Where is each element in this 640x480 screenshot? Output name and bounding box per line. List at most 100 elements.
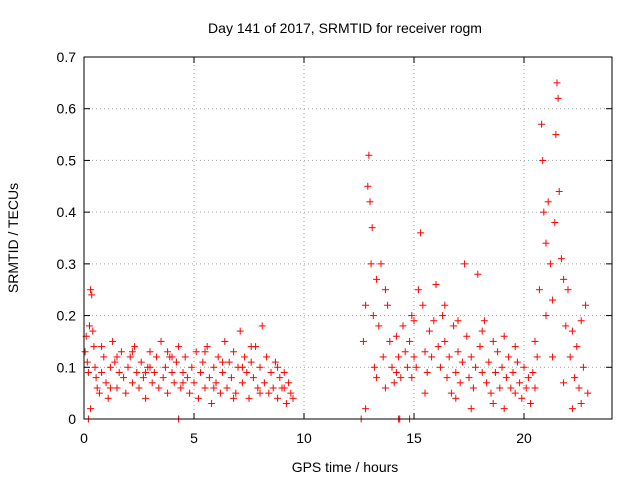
data-point [520,363,528,371]
data-point [84,368,92,376]
data-point [381,286,389,294]
data-point [271,358,279,366]
data-point [106,363,114,371]
data-point [562,322,570,330]
data-point [375,322,383,330]
data-point [425,327,433,335]
data-point [401,348,409,356]
data-point [256,389,264,397]
data-point [454,317,462,325]
data-point [527,399,535,407]
grid-lines [84,57,612,419]
data-point [366,198,374,206]
data-point [238,363,246,371]
data-point [109,337,117,345]
data-point [406,337,414,345]
data-point [491,368,499,376]
data-point [539,156,547,164]
data-point [267,368,275,376]
data-point [280,384,288,392]
y-tick-label: 0.1 [57,359,77,375]
data-point [87,286,95,294]
data-point [533,353,541,361]
data-point [388,363,396,371]
data-point [489,399,497,407]
data-point [408,312,416,320]
data-point [223,384,231,392]
data-point [555,187,563,195]
data-point [500,332,508,340]
data-point [247,358,255,366]
data-point [192,348,200,356]
data-point [155,384,163,392]
data-point [188,363,196,371]
data-point [168,353,176,361]
data-point [511,343,519,351]
data-point [126,353,134,361]
data-point [529,368,537,376]
data-point [90,343,98,351]
data-point [417,229,425,237]
data-point [522,384,530,392]
data-point [236,327,244,335]
data-point [516,379,524,387]
data-point [260,379,268,387]
data-point [142,368,150,376]
data-point [546,260,554,268]
data-point [245,394,253,402]
data-point [214,353,222,361]
data-point [128,379,136,387]
data-point [227,374,235,382]
data-point [208,399,216,407]
data-point [579,363,587,371]
data-point [153,353,161,361]
data-point [179,379,187,387]
data-point [124,363,132,371]
data-point [131,343,139,351]
data-point [205,374,213,382]
data-point [540,208,548,216]
data-point [161,363,169,371]
data-point [408,374,416,382]
data-point [390,379,398,387]
data-point [177,384,185,392]
data-point [467,353,475,361]
data-point [369,312,377,320]
data-point [410,353,418,361]
data-point [265,389,273,397]
data-point [582,301,590,309]
data-point [263,353,271,361]
data-point [450,322,458,330]
data-point [179,368,187,376]
data-point [230,394,238,402]
data-point [434,343,442,351]
y-tick-label: 0.5 [57,152,77,168]
data-point [256,363,264,371]
data-point [573,343,581,351]
data-point [483,379,491,387]
data-point [554,94,562,102]
data-point [456,379,464,387]
data-point [106,384,114,392]
data-point [553,79,561,87]
data-point [454,348,462,356]
data-point [276,374,284,382]
data-point [384,301,392,309]
data-point [577,399,585,407]
data-point [397,374,405,382]
data-point [500,405,508,413]
data-point [478,368,486,376]
data-point [557,255,565,263]
data-point [104,394,112,402]
data-point [439,312,447,320]
data-point [474,270,482,278]
x-tick-label: 15 [406,430,422,446]
data-point [575,384,583,392]
data-point [487,389,495,397]
data-point [289,394,297,402]
y-tick-label: 0.6 [57,101,77,117]
data-point [133,368,141,376]
data-point [551,218,559,226]
data-point [87,405,95,413]
